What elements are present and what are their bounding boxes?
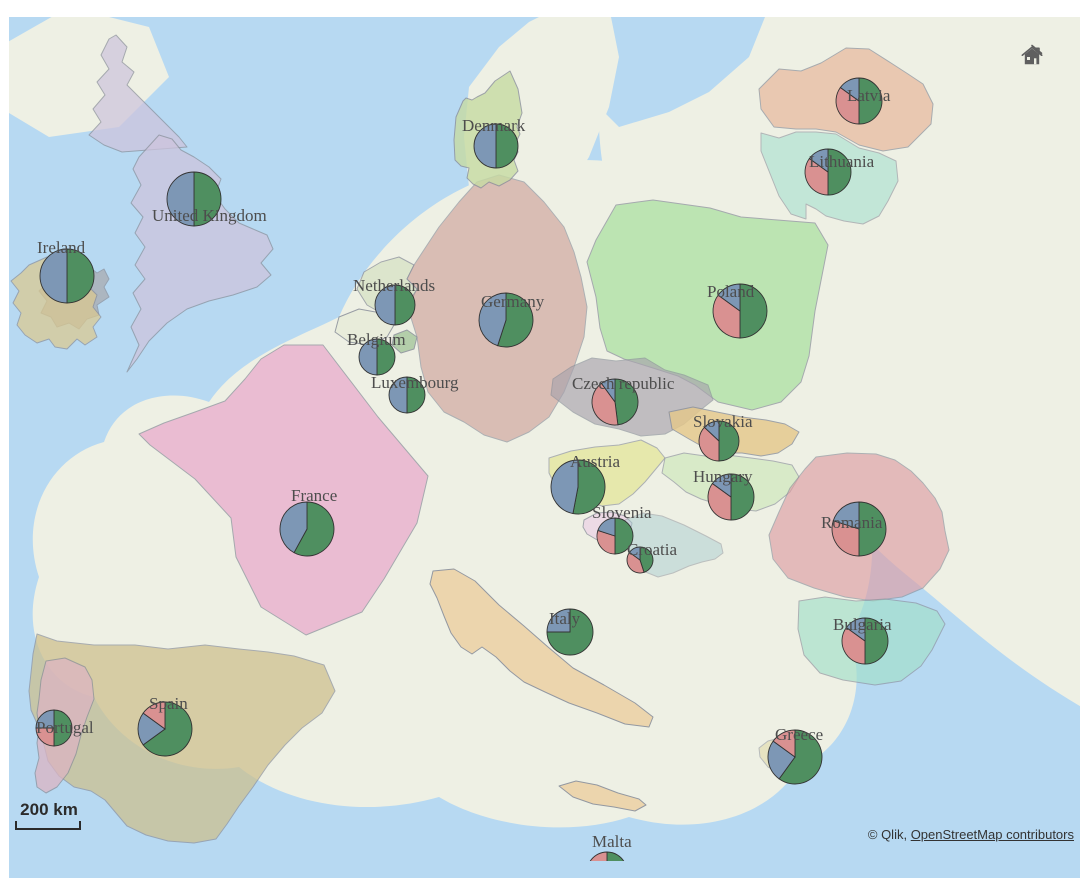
svg-text:Lithuania: Lithuania: [809, 152, 875, 171]
svg-text:Italy: Italy: [549, 609, 581, 628]
svg-text:Latvia: Latvia: [847, 86, 891, 105]
svg-text:Portugal: Portugal: [36, 718, 94, 737]
svg-text:France: France: [291, 486, 337, 505]
svg-text:United Kingdom: United Kingdom: [152, 206, 267, 225]
svg-text:Luxembourg: Luxembourg: [371, 373, 459, 392]
svg-text:Slovenia: Slovenia: [592, 503, 652, 522]
svg-text:Denmark: Denmark: [462, 116, 526, 135]
svg-text:Hungary: Hungary: [693, 467, 753, 486]
svg-text:Spain: Spain: [149, 694, 188, 713]
svg-text:Czech republic: Czech republic: [572, 374, 675, 393]
svg-text:Malta: Malta: [592, 832, 632, 851]
svg-text:Greece: Greece: [775, 725, 823, 744]
svg-text:Bulgaria: Bulgaria: [833, 615, 892, 634]
svg-text:Germany: Germany: [481, 292, 545, 311]
svg-text:Croatia: Croatia: [627, 540, 677, 559]
svg-text:Austria: Austria: [570, 452, 621, 471]
svg-text:Netherlands: Netherlands: [353, 276, 435, 295]
svg-text:Slovakia: Slovakia: [693, 412, 753, 431]
svg-text:Belgium: Belgium: [347, 330, 406, 349]
svg-text:Poland: Poland: [707, 282, 755, 301]
svg-text:Ireland: Ireland: [37, 238, 86, 257]
svg-text:Romania: Romania: [821, 513, 883, 532]
